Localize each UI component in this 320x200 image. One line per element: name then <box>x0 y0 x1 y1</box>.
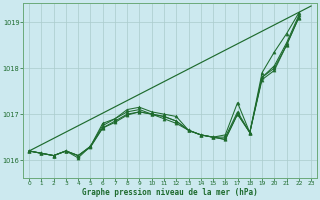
X-axis label: Graphe pression niveau de la mer (hPa): Graphe pression niveau de la mer (hPa) <box>82 188 258 197</box>
